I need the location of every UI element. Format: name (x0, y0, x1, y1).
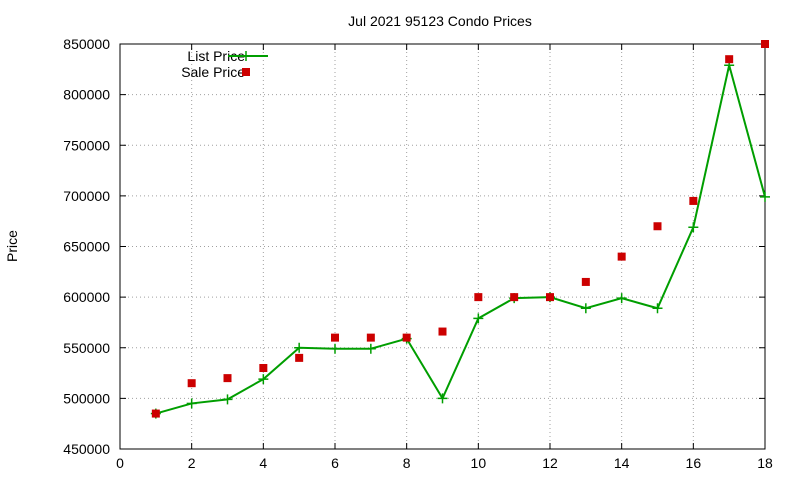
x-tick-label: 8 (403, 455, 411, 471)
data-point (187, 379, 196, 388)
data-point (330, 343, 340, 354)
x-tick-label: 16 (686, 455, 702, 471)
legend-marker (242, 68, 250, 76)
data-point (259, 364, 268, 372)
x-tick-label: 10 (471, 455, 487, 471)
y-tick-label: 450000 (63, 441, 110, 457)
x-tick-label: 4 (259, 455, 267, 471)
data-point (366, 333, 375, 342)
y-tick-label: 600000 (63, 289, 110, 305)
x-tick-label: 2 (188, 455, 196, 471)
data-point (689, 196, 698, 205)
data-point (653, 222, 662, 231)
y-tick-label: 700000 (63, 188, 110, 204)
y-tick-label: 500000 (63, 390, 110, 406)
x-tick-label: 0 (116, 455, 124, 471)
data-point (223, 374, 232, 383)
x-axis-ticks: 0 2 4 6 8 10 12 14 16 18 (116, 44, 773, 471)
y-tick-label: 650000 (63, 239, 110, 255)
data-point (222, 394, 233, 405)
data-point (365, 343, 376, 354)
x-tick-label: 12 (542, 455, 558, 471)
y-axis-ticks: 450000 500000 550000 600000 650000 700000 7500… (63, 36, 765, 457)
data-point (581, 277, 590, 286)
x-tick-label: 6 (331, 455, 339, 471)
chart-title: Jul 2021 95123 Condo Prices (348, 13, 532, 29)
data-point (688, 222, 699, 233)
data-point (473, 313, 484, 324)
data-point (617, 252, 626, 261)
data-point (438, 327, 447, 336)
y-tick-label: 550000 (63, 340, 110, 356)
data-point (331, 333, 339, 342)
legend-item: Sale Price (181, 64, 250, 80)
y-tick-label: 800000 (63, 87, 110, 103)
data-point (652, 303, 663, 314)
data-point (186, 398, 197, 409)
data-point (402, 333, 411, 342)
series-line (155, 64, 766, 415)
data-point (510, 293, 519, 302)
y-tick-label: 750000 (63, 137, 110, 153)
y-tick-label: 850000 (63, 36, 110, 52)
grid (120, 44, 765, 449)
data-point (546, 293, 554, 302)
x-tick-label: 18 (757, 455, 773, 471)
legend-marker (241, 51, 251, 61)
series-list-price (150, 60, 770, 419)
y-axis-label: Price (4, 230, 20, 262)
legend-label: List Price (187, 48, 245, 64)
series-sale-price (151, 40, 769, 418)
data-point (580, 303, 591, 314)
data-point (616, 293, 627, 304)
data-point (474, 293, 483, 302)
series-layer (150, 40, 770, 419)
legend-label: Sale Price (181, 64, 245, 80)
data-point (294, 342, 305, 353)
data-point (725, 55, 734, 64)
data-point (437, 393, 448, 404)
legend-item: List Price (187, 48, 268, 64)
data-point (295, 353, 304, 362)
data-point (761, 40, 769, 48)
x-tick-label: 14 (614, 455, 630, 471)
data-point (258, 374, 269, 385)
data-point (151, 409, 160, 418)
data-point (760, 191, 770, 202)
